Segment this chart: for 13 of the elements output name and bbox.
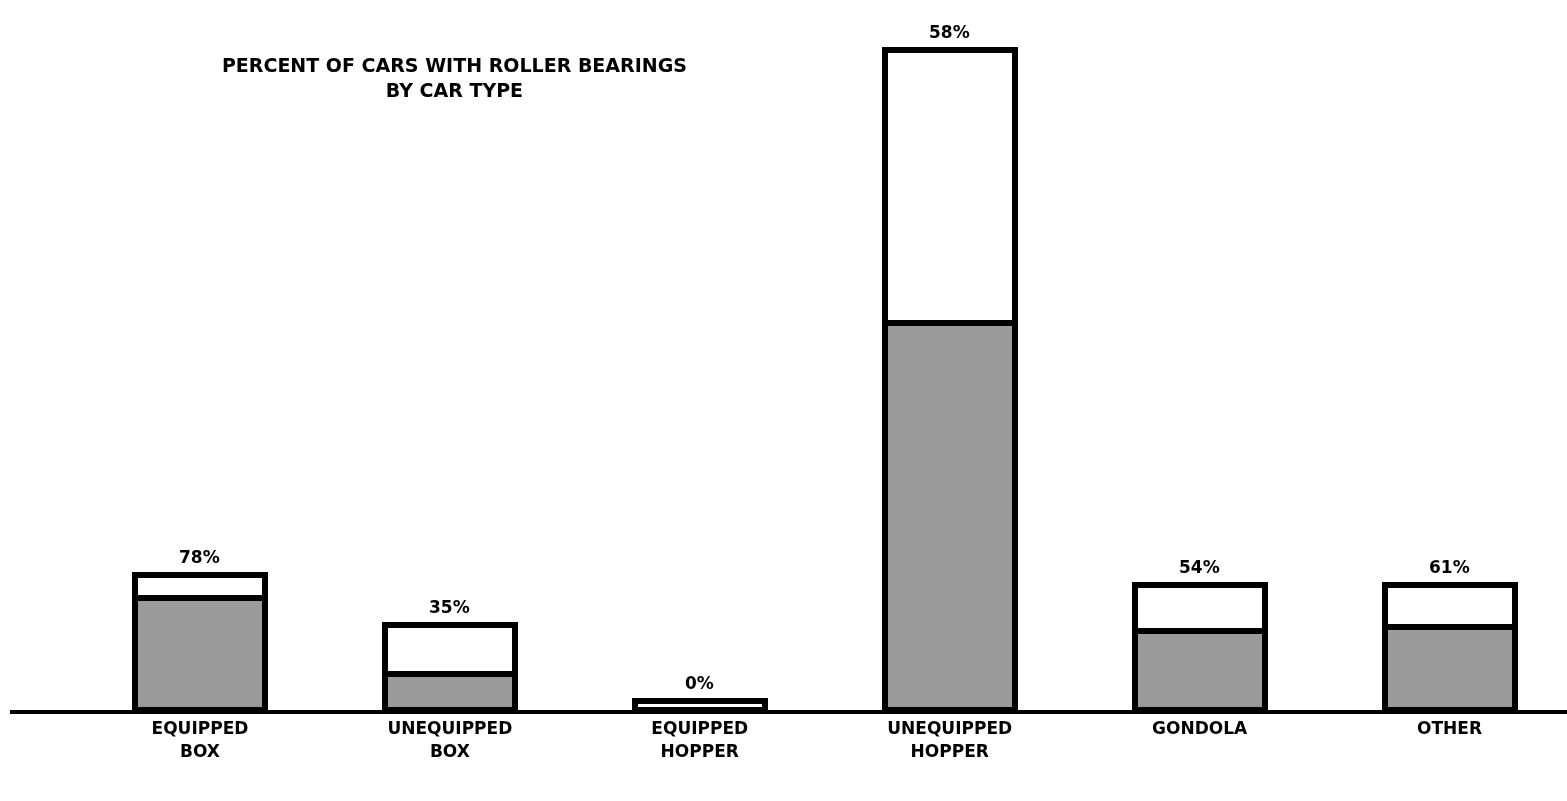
x-tick-label: EQUIPPED BOX xyxy=(151,718,249,761)
text: PERCENT OF CARS WITH ROLLER BEARINGS BY CAR TYPE xyxy=(221,54,687,101)
annotation: 0% xyxy=(685,673,714,693)
annotation: 54% xyxy=(1179,557,1220,577)
x-tick-label: UNEQUIPPED HOPPER xyxy=(887,718,1013,761)
annotation: 78% xyxy=(179,547,220,567)
x-tick-label: OTHER xyxy=(1417,718,1483,739)
annotation: 61% xyxy=(1429,557,1470,577)
x-tick-label: EQUIPPED HOPPER xyxy=(651,718,749,761)
x-tick-label: GONDOLA xyxy=(1152,718,1249,739)
x-tick-label: UNEQUIPPED BOX xyxy=(387,718,513,761)
annotation: 58% xyxy=(929,22,970,42)
annotation: 35% xyxy=(429,597,470,617)
